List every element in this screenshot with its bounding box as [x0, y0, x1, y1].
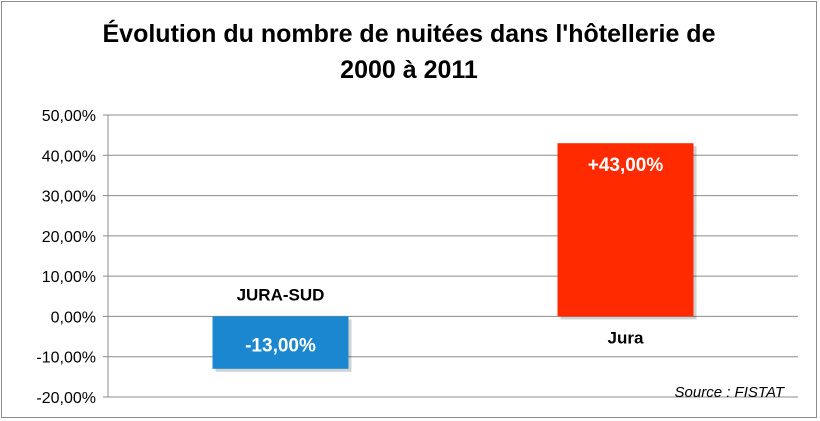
y-tick-label: 0,00%: [51, 309, 96, 326]
data-label: +43,00%: [588, 155, 664, 176]
y-tick-label: -10,00%: [36, 350, 96, 367]
chart-title: Évolution du nombre de nuitées dans l'hô…: [0, 16, 818, 88]
chart-title-line-1: Évolution du nombre de nuitées dans l'hô…: [102, 20, 716, 48]
bar: [557, 143, 694, 317]
y-tick-label: 20,00%: [42, 229, 96, 246]
y-tick-label: 30,00%: [42, 189, 96, 206]
chart-title-line-2: 2000 à 2011: [340, 56, 478, 84]
y-tick-label: 50,00%: [42, 108, 96, 125]
bar: [212, 316, 349, 369]
source-note: Source : FISTAT: [674, 384, 784, 401]
category-label: JURA-SUD: [237, 285, 325, 304]
y-tick-label: 40,00%: [42, 148, 96, 165]
category-label: Jura: [608, 328, 644, 347]
y-tick-label: -20,00%: [36, 390, 96, 407]
data-label: -13,00%: [245, 336, 316, 357]
y-tick-label: 10,00%: [42, 269, 96, 286]
